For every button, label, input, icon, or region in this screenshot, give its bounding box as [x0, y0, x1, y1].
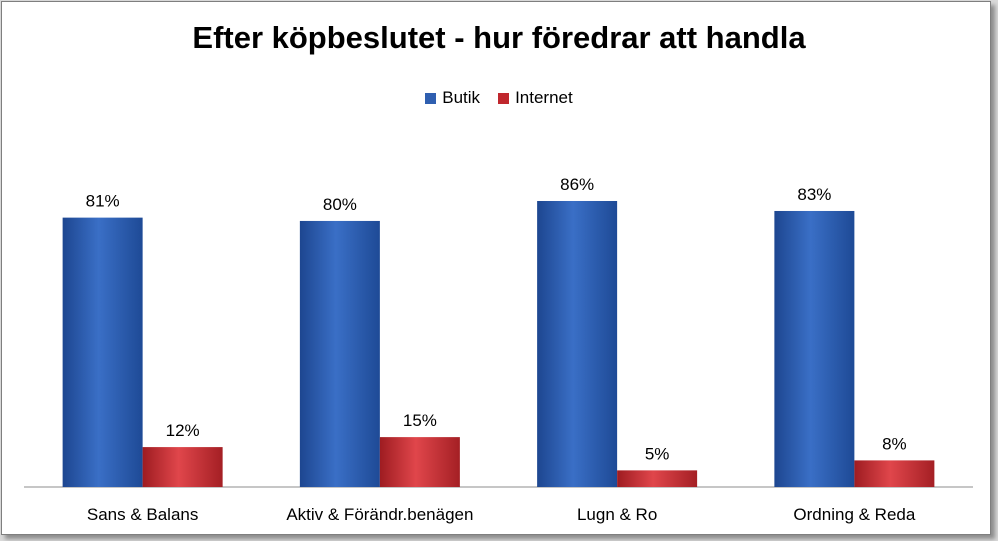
legend-label-internet: Internet	[515, 88, 573, 107]
bar-internet-3	[854, 460, 935, 487]
data-label-butik-0: 81%	[86, 192, 120, 211]
legend-item-internet: Internet	[498, 88, 573, 108]
bar-internet-0	[142, 447, 223, 487]
x-tick-label-0: Sans & Balans	[87, 505, 199, 524]
bar-butik-1	[299, 220, 380, 487]
x-tick-label-1: Aktiv & Förändr.benägen	[286, 505, 473, 524]
bar-butik-3	[774, 210, 855, 487]
data-label-internet-1: 15%	[403, 411, 437, 430]
legend-item-butik: Butik	[425, 88, 480, 108]
bar-butik-2	[537, 200, 618, 487]
data-label-internet-2: 5%	[645, 444, 670, 463]
legend-swatch-butik	[425, 92, 437, 104]
bar-butik-0	[62, 217, 143, 487]
legend-swatch-internet	[498, 92, 510, 104]
data-label-butik-2: 86%	[560, 175, 594, 194]
legend-label-butik: Butik	[442, 88, 481, 107]
data-label-butik-3: 83%	[797, 185, 831, 204]
data-label-internet-3: 8%	[882, 434, 907, 453]
bar-internet-2	[617, 470, 698, 487]
x-tick-label-2: Lugn & Ro	[577, 505, 657, 524]
chart-legend: Butik Internet	[0, 88, 998, 108]
data-label-internet-0: 12%	[166, 421, 200, 440]
chart-title: Efter köpbeslutet - hur föredrar att han…	[192, 20, 806, 55]
data-label-butik-1: 80%	[323, 195, 357, 214]
x-tick-label-3: Ordning & Reda	[793, 505, 915, 524]
bar-internet-1	[379, 437, 460, 487]
